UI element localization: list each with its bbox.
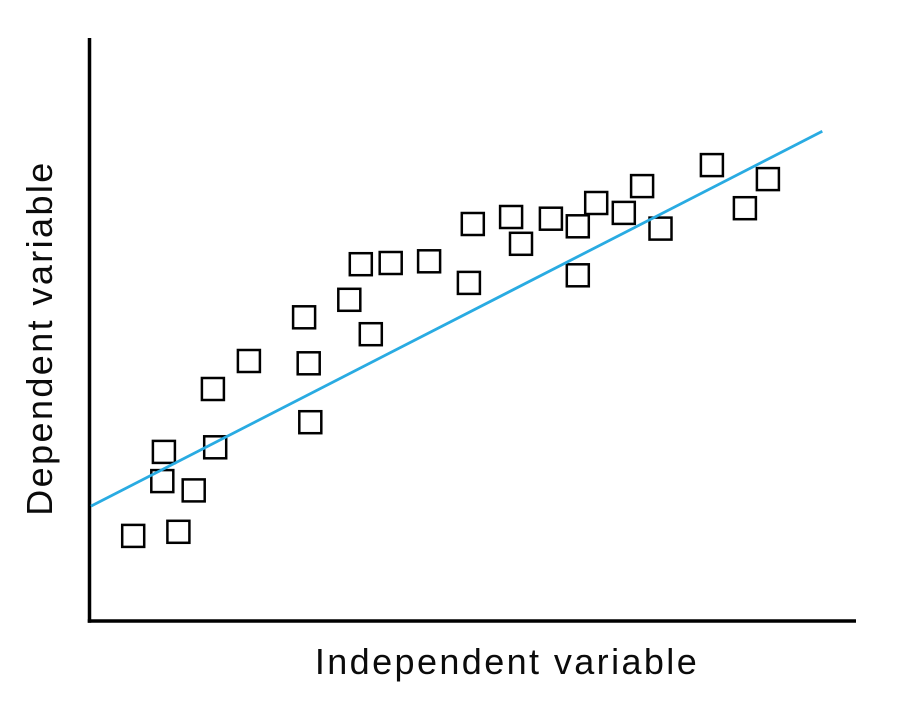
scatter-point	[498, 204, 524, 230]
scatter-point	[629, 173, 655, 199]
scatter-point	[699, 152, 725, 178]
scatter-point	[200, 376, 226, 402]
scatter-point	[236, 348, 262, 374]
scatter-point	[291, 305, 317, 330]
scatter-point	[348, 251, 374, 277]
scatter-point	[120, 523, 146, 549]
axes-group	[87, 38, 856, 623]
x-axis-label: Independent variable	[314, 641, 700, 682]
scatter-point	[611, 200, 637, 226]
scatter-points-group	[120, 152, 781, 549]
scatter-point	[755, 166, 781, 192]
scatter-point	[565, 263, 591, 288]
scatter-point	[337, 287, 362, 313]
scatter-point	[358, 321, 384, 347]
scatter-point	[298, 409, 323, 435]
scatter-point	[151, 439, 177, 465]
scatter-point	[166, 519, 191, 545]
scatter-point	[565, 214, 591, 239]
y-axis-label: Dependent variable	[19, 160, 60, 516]
scatter-point	[378, 250, 403, 276]
scatter-point	[583, 190, 609, 216]
scatter-point	[538, 206, 564, 231]
trend-line	[90, 130, 823, 508]
scatter-point	[181, 478, 206, 503]
scatter-point	[648, 216, 673, 241]
scatter-point	[416, 249, 442, 274]
scatter-point	[732, 195, 758, 221]
scatter-point	[460, 211, 486, 237]
scatter-point	[296, 351, 321, 376]
scatter-point	[508, 231, 534, 257]
scatter-point	[456, 270, 482, 296]
